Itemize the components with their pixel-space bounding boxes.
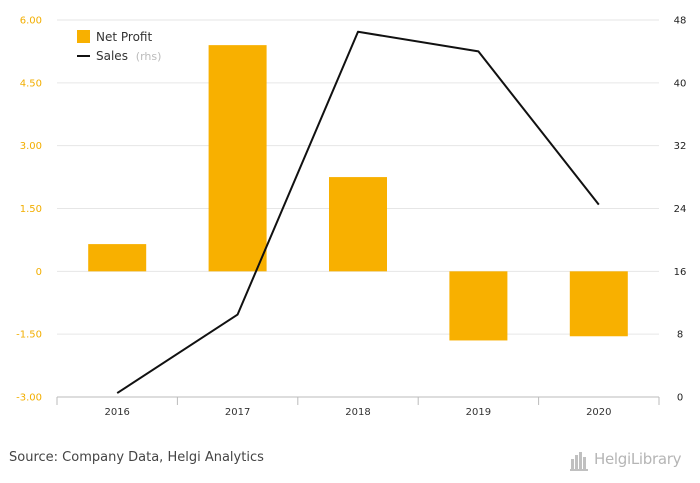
legend: Net Profit Sales (rhs) — [77, 30, 161, 63]
net-profit-bar — [88, 244, 147, 272]
right-tick-label: 16 — [674, 267, 687, 278]
net-profit-bar — [329, 177, 387, 272]
left-axis: 6.00 4.50 3.00 1.50 0 -1.50 -3.00 — [16, 16, 42, 404]
net-profit-bar — [208, 45, 267, 272]
x-tick-label: 2020 — [586, 407, 611, 418]
grid-lines — [57, 19, 659, 335]
x-axis: 2016 2017 2018 2019 2020 — [56, 396, 660, 418]
right-tick-label: 8 — [677, 330, 683, 341]
right-tick-label: 48 — [674, 16, 687, 27]
x-tick-label: 2018 — [345, 407, 370, 418]
brand-emblem-icon — [570, 452, 588, 471]
legend-label-sales-name: Sales — [96, 49, 128, 63]
net-profit-bars — [88, 45, 628, 341]
left-tick-label: 3.00 — [20, 141, 42, 152]
legend-label-sales: Sales (rhs) — [96, 49, 161, 63]
legend-label-sales-suffix: (rhs) — [136, 50, 162, 63]
left-tick-label: 1.50 — [20, 204, 42, 215]
chart-canvas: 6.00 4.50 3.00 1.50 0 -1.50 -3.00 48 40 32 24 16 8 0… — [16, 16, 687, 419]
right-tick-label: 0 — [677, 393, 683, 404]
legend-label-net-profit: Net Profit — [96, 30, 152, 44]
left-tick-label: 4.50 — [20, 78, 42, 89]
net-profit-bar — [449, 271, 508, 341]
brand-logo: HelgiLibrary — [570, 448, 695, 474]
right-axis: 48 40 32 24 16 8 0 — [674, 16, 687, 404]
brand-name: HelgiLibrary — [594, 450, 682, 468]
legend-swatch-net-profit — [77, 30, 90, 43]
net-profit-bar — [569, 271, 628, 337]
source-note: Source: Company Data, Helgi Analytics — [9, 450, 264, 465]
right-tick-label: 32 — [674, 141, 687, 152]
left-tick-label: -3.00 — [16, 393, 42, 404]
x-tick-label: 2016 — [104, 407, 129, 418]
x-tick-label: 2017 — [225, 407, 250, 418]
right-tick-label: 40 — [674, 78, 687, 89]
sales-line — [116, 30, 600, 394]
left-tick-label: 6.00 — [20, 16, 42, 27]
x-tick-label: 2019 — [466, 407, 491, 418]
sales-line-path — [116, 30, 600, 394]
right-tick-label: 24 — [674, 204, 687, 215]
left-tick-label: -1.50 — [16, 330, 42, 341]
left-tick-label: 0 — [36, 267, 42, 278]
